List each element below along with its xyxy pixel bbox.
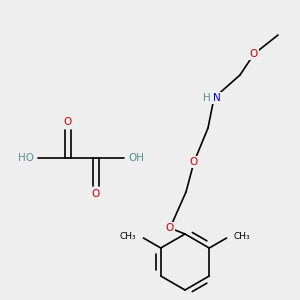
Text: O: O	[92, 189, 100, 199]
Text: N: N	[213, 93, 221, 103]
Text: CH₃: CH₃	[233, 232, 250, 241]
Text: OH: OH	[128, 153, 144, 163]
Text: CH₃: CH₃	[120, 232, 136, 241]
Text: O: O	[64, 117, 72, 127]
Text: O: O	[250, 49, 258, 59]
Text: O: O	[190, 157, 198, 167]
Text: H: H	[203, 93, 211, 103]
Text: HO: HO	[18, 153, 34, 163]
Text: O: O	[166, 223, 174, 233]
Text: NH: NH	[206, 93, 222, 103]
